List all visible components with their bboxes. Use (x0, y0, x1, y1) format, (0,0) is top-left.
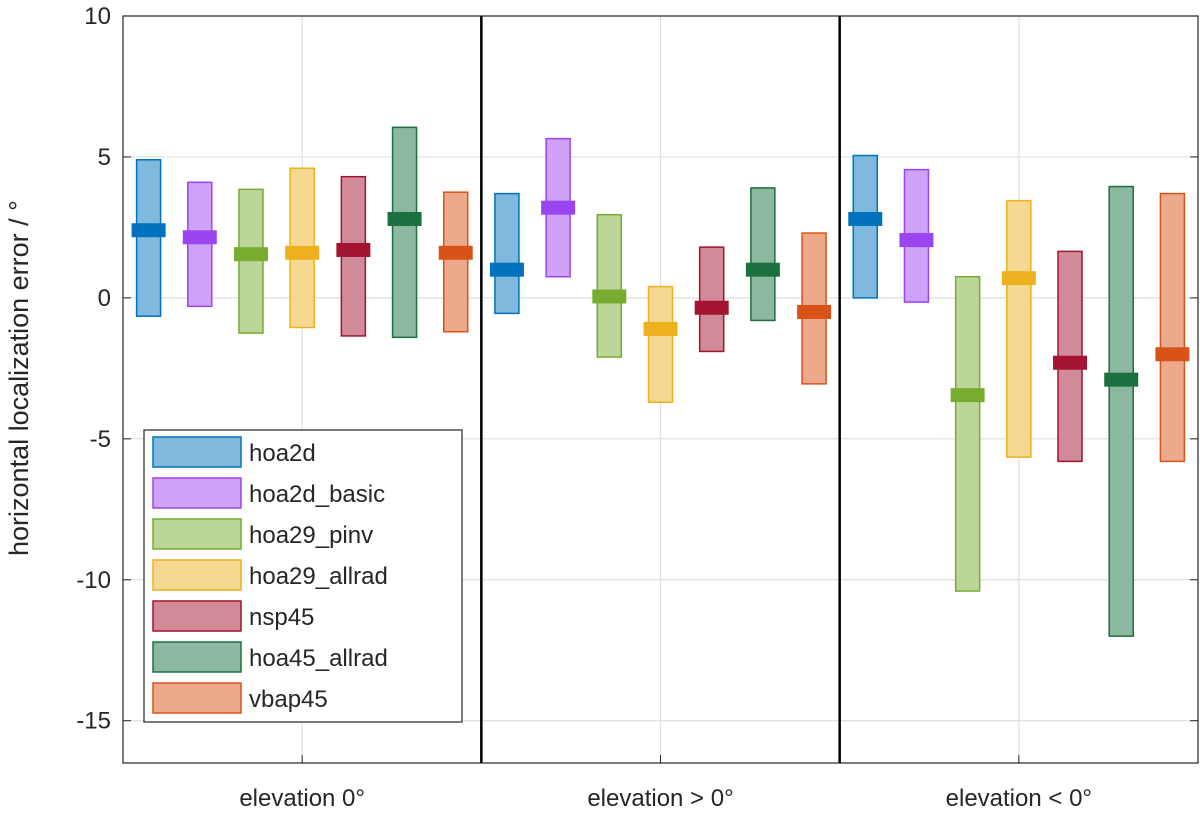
median-mark-hoa2d (489, 262, 524, 277)
legend-swatch-hoa2d_basic (152, 477, 242, 509)
legend-label-nsp45: nsp45 (249, 604, 314, 631)
legend-label-hoa45_allrad: hoa45_allrad (249, 645, 388, 672)
y-tick-label: 0 (98, 285, 111, 312)
legend-swatch-vbap45 (152, 682, 242, 714)
y-tick-label: -5 (90, 426, 111, 453)
median-mark-vbap45 (797, 304, 832, 319)
median-mark-hoa45_allrad (387, 211, 422, 226)
legend-label-hoa2d: hoa2d (249, 440, 316, 467)
median-mark-hoa45_allrad (1104, 372, 1139, 387)
y-tick-label: 10 (84, 3, 111, 30)
median-mark-nsp45 (694, 300, 729, 315)
bar-range-hoa29_allrad (647, 285, 674, 403)
legend-swatch-hoa45_allrad (152, 641, 242, 673)
legend-swatch-hoa2d (152, 436, 242, 468)
x-category-label: elevation > 0° (587, 785, 733, 812)
legend-label-hoa29_pinv: hoa29_pinv (249, 522, 373, 549)
median-mark-hoa2d_basic (899, 233, 934, 248)
median-mark-hoa29_pinv (592, 289, 627, 304)
median-mark-hoa29_pinv (233, 247, 268, 262)
legend-label-vbap45: vbap45 (249, 686, 328, 713)
bar-range-hoa29_allrad (1006, 199, 1032, 458)
bar-range-hoa29_pinv (954, 275, 981, 592)
legend: hoa2d hoa2d_basic hoa29_pinv hoa29_allradns… (143, 429, 463, 723)
median-mark-hoa2d_basic (182, 230, 217, 245)
median-mark-vbap45 (438, 245, 473, 260)
x-axis-category-labels: elevation 0° elevation > 0° elevation < 0° (239, 785, 1092, 812)
legend-swatch-hoa29_allrad (152, 559, 242, 591)
median-mark-nsp45 (336, 242, 371, 257)
bar-range-hoa2d (852, 154, 879, 299)
legend-swatch-nsp45 (152, 600, 242, 632)
bar-range-vbap45 (442, 191, 469, 333)
median-mark-hoa29_allrad (643, 321, 678, 336)
y-tick-label: -10 (76, 567, 111, 594)
plot-frame (122, 15, 1199, 764)
bar-range-vbap45 (1159, 192, 1186, 463)
bars-layer (131, 126, 1190, 637)
axes-box (122, 15, 1199, 764)
y-tick-label: 5 (98, 144, 111, 171)
bar-range-hoa2d (494, 192, 520, 315)
y-axis-ticks: 10 5 0 -5 -10 -15 (76, 3, 1198, 763)
legend-swatch-hoa29_pinv (152, 518, 242, 550)
median-mark-hoa2d_basic (541, 200, 576, 215)
bar-range-hoa45_allrad (391, 126, 418, 339)
bar-range-nsp45 (698, 246, 725, 353)
bar-range-hoa29_pinv (238, 188, 264, 334)
median-mark-hoa29_allrad (1001, 271, 1036, 286)
bar-range-hoa2d (135, 159, 162, 317)
median-mark-nsp45 (1053, 355, 1088, 370)
median-mark-hoa45_allrad (745, 262, 780, 277)
legend-label-hoa2d_basic: hoa2d_basic (249, 481, 385, 508)
bar-range-hoa2d_basic (187, 181, 213, 308)
median-mark-hoa2d (848, 211, 883, 226)
x-category-label: elevation 0° (239, 785, 365, 812)
median-mark-hoa2d (131, 223, 166, 238)
median-mark-hoa29_pinv (950, 388, 985, 403)
median-mark-vbap45 (1155, 347, 1190, 362)
bar-range-hoa29_pinv (596, 213, 623, 358)
bar-range-hoa45_allrad (1108, 185, 1134, 637)
y-axis-label: horizontal localization error / ° (4, 200, 34, 556)
median-mark-hoa29_allrad (285, 245, 320, 260)
x-category-label: elevation < 0° (946, 785, 1092, 812)
y-tick-label: -15 (76, 708, 111, 735)
legend-label-hoa29_allrad: hoa29_allrad (249, 563, 388, 590)
bar-range-hoa45_allrad (750, 187, 776, 322)
